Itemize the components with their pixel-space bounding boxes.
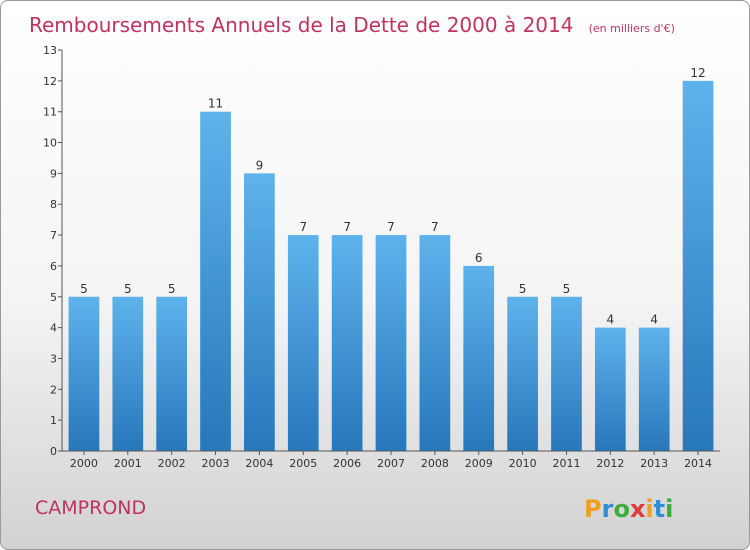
logo-letter: o (613, 495, 630, 523)
data-label-2010: 5 (519, 282, 527, 296)
logo-letter: x (630, 495, 646, 523)
bar-2001 (112, 296, 144, 451)
y-tick-label: 13 (43, 44, 57, 57)
x-tick-label-2003: 2003 (202, 457, 230, 470)
bar-2000 (68, 296, 100, 451)
x-tick-label-2014: 2014 (684, 457, 712, 470)
logo-letter: r (602, 495, 614, 523)
chart-subtitle: (en milliers d'€) (589, 22, 675, 35)
y-tick-label: 4 (50, 322, 57, 335)
bar-2011 (551, 296, 582, 451)
y-tick-label: 5 (50, 291, 57, 304)
y-tick-label: 8 (50, 198, 57, 211)
logo-text: Proxiti (584, 495, 673, 523)
x-tick-label-2008: 2008 (421, 457, 449, 470)
x-tick-label-2000: 2000 (70, 457, 98, 470)
x-axis: 2000 2001 2002 2003 2004 2005 2006 2007 2008 2009… (62, 450, 720, 470)
x-tick-label-2013: 2013 (640, 457, 668, 470)
data-label-2007: 7 (387, 220, 395, 234)
proxiti-logo: Proxiti (584, 495, 673, 523)
y-tick-label: 7 (50, 229, 57, 242)
y-tick-label: 2 (50, 383, 57, 396)
bars-group: 5 5 5 11 9 7 7 7 7 6 5 5 4 4 12 (68, 66, 714, 451)
bar-2009 (463, 265, 495, 451)
chart-title: Remboursements Annuels de la Dette de 20… (29, 13, 573, 37)
logo-letter: t (654, 495, 665, 523)
x-tick-label-2006: 2006 (333, 457, 361, 470)
data-label-2003: 11 (208, 97, 223, 111)
y-tick-label: 1 (50, 414, 57, 427)
bar-2014 (682, 80, 714, 451)
x-tick-label-2012: 2012 (596, 457, 624, 470)
bar-2005 (287, 235, 319, 451)
logo-letter: i (645, 495, 653, 523)
y-tick-label: 10 (43, 137, 57, 150)
bar-2010 (507, 296, 538, 451)
x-tick-label-2001: 2001 (114, 457, 142, 470)
data-label-2001: 5 (124, 282, 132, 296)
data-label-2006: 7 (343, 220, 351, 234)
logo-letter: P (584, 495, 602, 523)
y-tick-label: 11 (43, 106, 57, 119)
y-tick-label: 12 (43, 75, 57, 88)
bar-2012 (594, 327, 626, 451)
chart-title-group: Remboursements Annuels de la Dette de 20… (29, 13, 675, 37)
bar-2007 (375, 235, 407, 451)
data-label-2009: 6 (475, 251, 483, 265)
data-label-2004: 9 (256, 158, 264, 172)
bar-2003 (200, 111, 231, 451)
x-tick-label-2005: 2005 (289, 457, 317, 470)
y-tick-label: 0 (50, 445, 57, 458)
data-label-2013: 4 (650, 313, 658, 327)
x-tick-label-2007: 2007 (377, 457, 405, 470)
data-label-2000: 5 (80, 282, 88, 296)
y-tick-label: 6 (50, 260, 57, 273)
x-tick-label-2011: 2011 (552, 457, 580, 470)
data-label-2002: 5 (168, 282, 176, 296)
data-label-2008: 7 (431, 220, 439, 234)
y-tick-label: 3 (50, 352, 57, 365)
bar-2006 (331, 235, 363, 451)
commune-name: CAMPROND (35, 497, 146, 519)
y-tick-label: 9 (50, 167, 57, 180)
data-label-2012: 4 (607, 313, 615, 327)
x-tick-label-2002: 2002 (158, 457, 186, 470)
bar-2008 (419, 235, 451, 451)
x-tick-label-2010: 2010 (509, 457, 537, 470)
data-label-2011: 5 (563, 282, 571, 296)
bar-2013 (638, 327, 670, 451)
bar-2002 (156, 296, 188, 451)
logo-letter: i (665, 495, 673, 523)
bar-2004 (244, 173, 275, 451)
x-tick-label-2004: 2004 (245, 457, 273, 470)
data-label-2014: 12 (690, 66, 705, 80)
x-tick-label-2009: 2009 (465, 457, 493, 470)
data-label-2005: 7 (299, 220, 307, 234)
